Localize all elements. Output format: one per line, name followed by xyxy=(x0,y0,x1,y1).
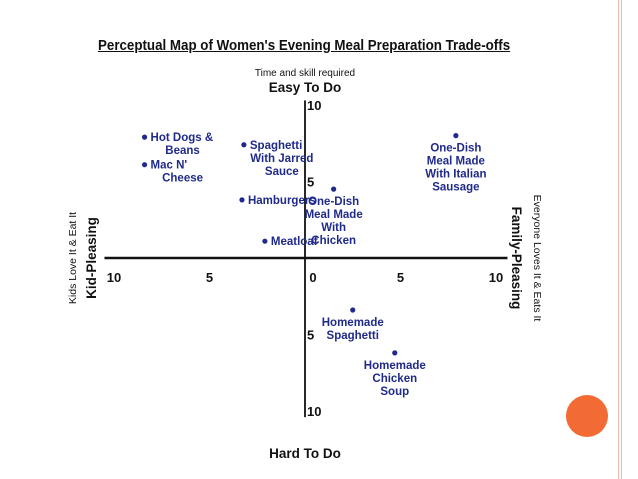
axis-bottom-label: Hard To Do xyxy=(269,446,341,461)
data-point: One-Dish Meal Made With Chicken xyxy=(305,186,363,247)
data-point-marker xyxy=(350,307,356,313)
slide-border-stripe xyxy=(618,0,622,479)
y-tick-label: 10 xyxy=(307,98,321,113)
data-point-label: Hot Dogs & Beans xyxy=(151,132,214,157)
data-point-marker xyxy=(241,142,247,148)
data-point-label: One-Dish Meal Made With Italian Sausage xyxy=(425,143,486,194)
axis-right-caption: Everyone Loves It & Eats It xyxy=(531,195,543,322)
data-point-marker xyxy=(141,162,148,168)
data-point-marker xyxy=(392,350,398,356)
x-tick-label: 10 xyxy=(107,270,121,285)
x-tick-label: 0 xyxy=(309,270,316,285)
data-point: Spaghetti With Jarred Sauce xyxy=(241,140,313,178)
data-point-label: One-Dish Meal Made With Chicken xyxy=(305,196,363,247)
axis-left-caption: Kids Love It & Eat It xyxy=(67,212,79,304)
data-point-marker xyxy=(331,186,337,192)
data-point-label: Hamburgers xyxy=(248,195,316,207)
x-tick-label: 5 xyxy=(397,270,404,285)
y-tick-label: 5 xyxy=(307,328,314,343)
data-point-marker xyxy=(141,134,148,140)
axis-right-label: Family-Pleasing xyxy=(509,207,524,310)
data-point-marker xyxy=(262,238,268,244)
axis-top-label: Easy To Do xyxy=(269,80,342,95)
axis-left-label: Kid-Pleasing xyxy=(84,217,99,299)
data-point-label: Homemade Chicken Soup xyxy=(364,360,426,398)
data-point-label: Meatloaf xyxy=(271,236,318,248)
data-point-marker xyxy=(239,197,245,203)
data-point: One-Dish Meal Made With Italian Sausage xyxy=(425,133,487,194)
data-point: Mac N' Cheese xyxy=(141,160,203,185)
chart-title: Perceptual Map of Women's Evening Meal P… xyxy=(98,38,511,54)
axis-top-caption: Time and skill required xyxy=(255,68,355,79)
slide-decoration-circle xyxy=(566,395,608,437)
data-point: Hamburgers xyxy=(239,195,316,207)
y-tick-label: 5 xyxy=(307,175,314,190)
data-point-label: Spaghetti With Jarred Sauce xyxy=(250,140,314,178)
data-point: Homemade Chicken Soup xyxy=(364,350,426,398)
data-point: Hot Dogs & Beans xyxy=(141,132,214,157)
data-point-marker xyxy=(453,133,459,139)
data-point: Homemade Spaghetti xyxy=(322,307,384,342)
x-tick-label: 10 xyxy=(489,270,503,285)
x-tick-label: 5 xyxy=(206,270,213,285)
data-point: Meatloaf xyxy=(262,236,318,248)
data-point-label: Mac N' Cheese xyxy=(151,160,203,185)
data-point-label: Homemade Spaghetti xyxy=(322,317,384,342)
y-tick-label: 10 xyxy=(307,404,321,419)
